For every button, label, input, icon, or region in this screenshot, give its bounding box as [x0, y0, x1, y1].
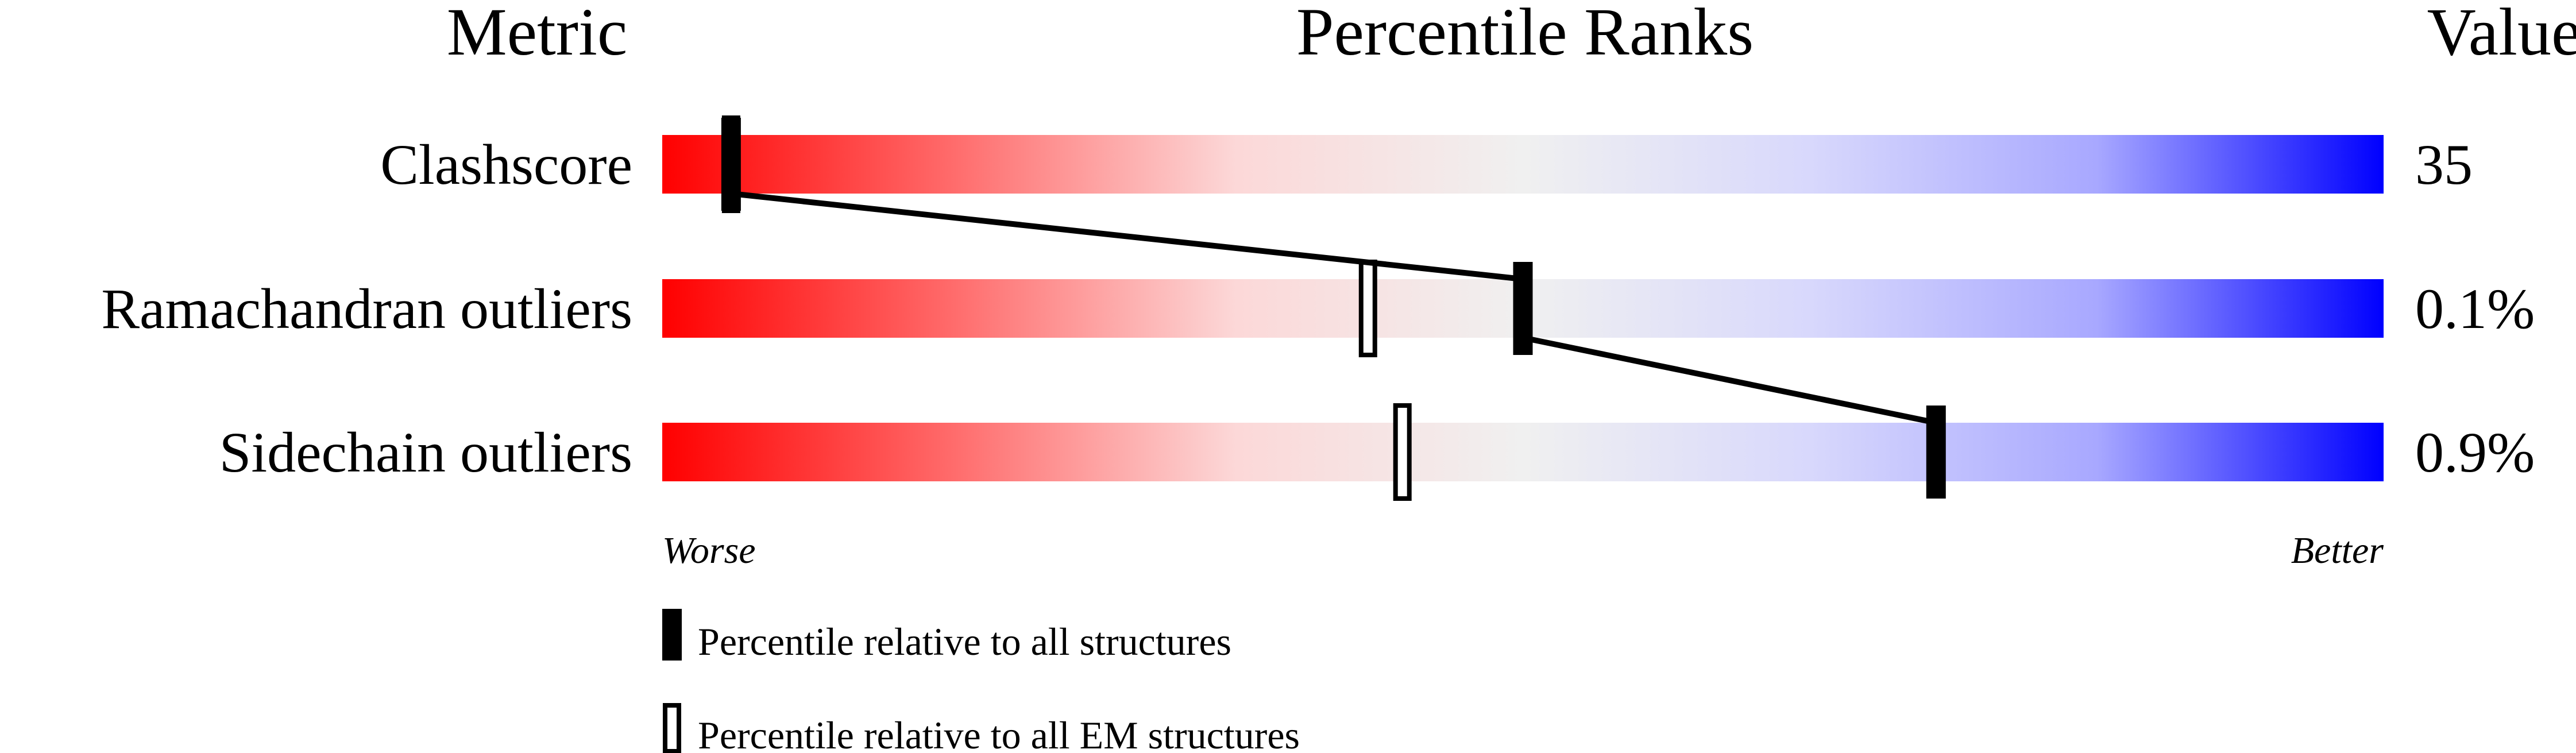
header-value: Value — [2427, 0, 2576, 69]
header-percentile-ranks: Percentile Ranks — [1296, 0, 1754, 69]
connector-line — [1522, 335, 1937, 426]
legend-em-structures: Percentile relative to all EM structures — [698, 713, 1300, 753]
metric-label: Ramachandran outliers — [101, 277, 632, 341]
legend-all-structures: Percentile relative to all structures — [698, 620, 1231, 663]
axis-worse-label: Worse — [662, 530, 756, 571]
header-metric: Metric — [447, 0, 628, 69]
em-percentile-marker — [1358, 260, 1377, 357]
em-percentile-marker — [1393, 403, 1412, 501]
percentile-bar — [662, 135, 2384, 194]
metric-value: 0.1% — [2415, 277, 2535, 341]
connector-line — [731, 191, 1524, 282]
legend-filled-marker — [662, 609, 682, 661]
axis-better-label: Better — [2291, 530, 2384, 571]
percentile-bar — [662, 423, 2384, 481]
metric-label: Sidechain outliers — [219, 420, 632, 484]
legend-hollow-marker — [663, 703, 681, 753]
metric-label: Clashscore — [380, 133, 632, 196]
metric-value: 0.9% — [2415, 420, 2535, 484]
metric-value: 35 — [2415, 133, 2473, 196]
